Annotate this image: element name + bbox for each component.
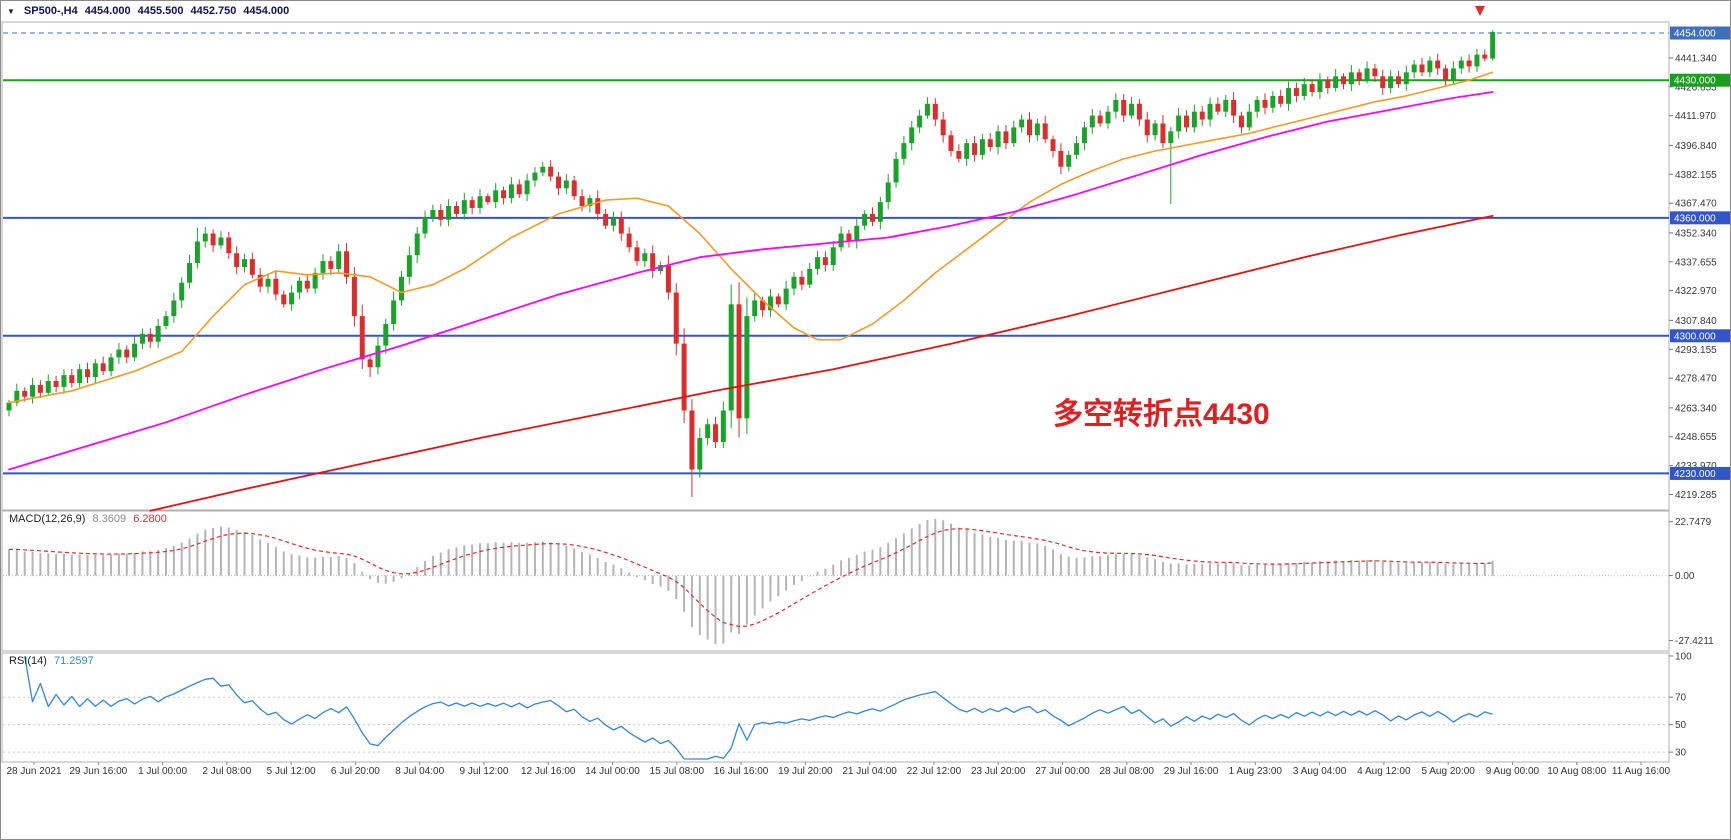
macd-indicator-label: MACD(12,26,9) 8.3609 6.2800 — [9, 513, 167, 525]
chart-annotation-text: 多空转折点4430 — [1053, 398, 1270, 431]
macd-name: MACD(12,26,9) — [9, 513, 86, 525]
svg-text:14 Jul 00:00: 14 Jul 00:00 — [585, 766, 640, 777]
svg-text:23 Jul 20:00: 23 Jul 20:00 — [971, 766, 1026, 777]
svg-text:4396.840: 4396.840 — [1675, 141, 1717, 152]
chart-header: ▼ SP500-,H4 4454.000 4455.500 4452.750 4… — [1, 1, 1730, 21]
svg-text:4293.155: 4293.155 — [1675, 345, 1717, 356]
svg-text:4 Aug 12:00: 4 Aug 12:00 — [1357, 766, 1411, 777]
svg-text:2 Jul 08:00: 2 Jul 08:00 — [202, 766, 251, 777]
macd-value-signal: 6.2800 — [133, 513, 167, 525]
svg-text:50: 50 — [1675, 720, 1687, 731]
svg-text:100: 100 — [1675, 652, 1692, 663]
svg-text:4382.155: 4382.155 — [1675, 170, 1717, 181]
svg-text:10 Aug 08:00: 10 Aug 08:00 — [1547, 766, 1606, 777]
svg-text:4441.340: 4441.340 — [1675, 53, 1717, 64]
svg-text:4411.970: 4411.970 — [1675, 111, 1716, 122]
rsi-indicator-label: RSI(14) 71.2597 — [9, 655, 94, 667]
svg-text:29 Jun 16:00: 29 Jun 16:00 — [69, 766, 127, 777]
macd-value-main: 8.3609 — [92, 513, 127, 525]
svg-text:1 Aug 23:00: 1 Aug 23:00 — [1229, 766, 1283, 777]
svg-text:21 Jul 04:00: 21 Jul 04:00 — [842, 766, 897, 777]
svg-text:4248.655: 4248.655 — [1675, 432, 1717, 443]
quote-low: 4452.750 — [190, 5, 237, 17]
svg-text:15 Jul 08:00: 15 Jul 08:00 — [650, 766, 705, 777]
chart-shift-marker-icon — [1475, 6, 1485, 16]
macd-panel[interactable]: 22.7479 0.00 -27.4211 — [3, 517, 1714, 647]
svg-text:1 Jul 00:00: 1 Jul 00:00 — [138, 766, 187, 777]
svg-text:30: 30 — [1675, 748, 1687, 759]
svg-text:4233.970: 4233.970 — [1675, 461, 1717, 472]
svg-text:4337.655: 4337.655 — [1675, 257, 1717, 268]
svg-text:5 Jul 12:00: 5 Jul 12:00 — [267, 766, 316, 777]
svg-text:-27.4211: -27.4211 — [1675, 636, 1714, 647]
rsi-name: RSI(14) — [9, 655, 47, 667]
price-panel[interactable]: 4441.340 4426.655 4411.970 4396.840 4382.155… — [1, 21, 1730, 763]
quote-close: 4454.000 — [243, 5, 290, 17]
svg-text:22 Jul 12:00: 22 Jul 12:00 — [907, 766, 962, 777]
symbol-period-label: SP500-,H4 — [23, 5, 78, 17]
svg-text:9 Aug 00:00: 9 Aug 00:00 — [1486, 766, 1540, 777]
rsi-panel[interactable]: 100 70 50 30 — [3, 652, 1692, 760]
svg-text:12 Jul 16:00: 12 Jul 16:00 — [521, 766, 576, 777]
svg-text:4367.470: 4367.470 — [1675, 199, 1717, 210]
svg-text:8 Jul 04:00: 8 Jul 04:00 — [395, 766, 444, 777]
svg-text:9 Jul 12:00: 9 Jul 12:00 — [459, 766, 508, 777]
svg-text:0.00: 0.00 — [1675, 571, 1695, 582]
svg-text:11 Aug 16:00: 11 Aug 16:00 — [1612, 766, 1671, 777]
svg-text:28 Jul 08:00: 28 Jul 08:00 — [1100, 766, 1155, 777]
svg-text:29 Jul 16:00: 29 Jul 16:00 — [1164, 766, 1219, 777]
rsi-value: 71.2597 — [53, 655, 94, 667]
symbol-dropdown-icon[interactable]: ▼ — [7, 6, 15, 16]
svg-text:19 Jul 20:00: 19 Jul 20:00 — [778, 766, 833, 777]
svg-text:4219.285: 4219.285 — [1675, 490, 1717, 501]
svg-text:4454.000: 4454.000 — [1674, 29, 1716, 40]
svg-text:70: 70 — [1675, 693, 1687, 704]
svg-text:4426.655: 4426.655 — [1675, 82, 1717, 93]
svg-text:4352.340: 4352.340 — [1675, 228, 1717, 239]
svg-text:28 Jun 2021: 28 Jun 2021 — [6, 766, 61, 777]
svg-text:4360.000: 4360.000 — [1674, 213, 1716, 224]
svg-text:4307.840: 4307.840 — [1675, 316, 1717, 327]
svg-text:22.7479: 22.7479 — [1675, 517, 1712, 528]
svg-text:27 Jul 00:00: 27 Jul 00:00 — [1035, 766, 1090, 777]
svg-text:16 Jul 16:00: 16 Jul 16:00 — [714, 766, 769, 777]
time-axis: 28 Jun 2021 29 Jun 16:00 1 Jul 00:00 2 Jul … — [6, 762, 1671, 777]
svg-text:4278.470: 4278.470 — [1675, 374, 1717, 385]
quote-open: 4454.000 — [84, 5, 131, 17]
svg-text:3 Aug 04:00: 3 Aug 04:00 — [1293, 766, 1347, 777]
quote-high: 4455.500 — [137, 5, 184, 17]
svg-text:4263.340: 4263.340 — [1675, 403, 1717, 414]
svg-text:5 Aug 20:00: 5 Aug 20:00 — [1421, 766, 1475, 777]
svg-text:6 Jul 20:00: 6 Jul 20:00 — [331, 766, 380, 777]
svg-text:4430.000: 4430.000 — [1674, 76, 1716, 87]
svg-text:4300.000: 4300.000 — [1674, 331, 1716, 342]
svg-text:4230.000: 4230.000 — [1674, 469, 1716, 480]
svg-text:4322.970: 4322.970 — [1675, 286, 1717, 297]
